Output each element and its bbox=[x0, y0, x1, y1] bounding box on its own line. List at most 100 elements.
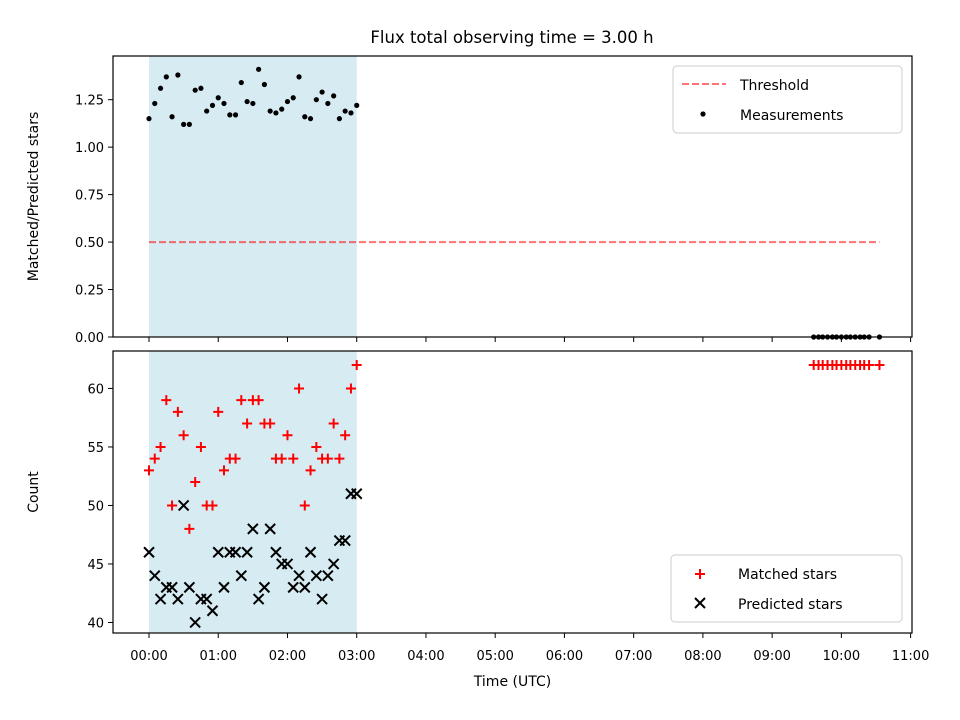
legend: Threshold Measurements bbox=[672, 65, 903, 134]
predicted-star-point bbox=[316, 593, 328, 605]
x-tick-label: 05:00 bbox=[476, 649, 513, 664]
legend-box bbox=[672, 65, 903, 134]
y-tick-label: 0.25 bbox=[75, 284, 104, 299]
matched-star-point bbox=[276, 453, 287, 464]
matched-star-point bbox=[155, 441, 166, 452]
predicted-star-point bbox=[143, 546, 155, 558]
predicted-star-point bbox=[247, 523, 259, 535]
measurement-point bbox=[227, 112, 233, 118]
predicted-star-point bbox=[258, 581, 271, 594]
y-tick-label: 50 bbox=[87, 499, 104, 514]
x-tick-label: 09:00 bbox=[753, 649, 790, 664]
measurement-point bbox=[163, 74, 169, 80]
legend-predicted-swatch bbox=[694, 597, 706, 609]
x-tick-label: 04:00 bbox=[407, 649, 444, 664]
matched-star-point bbox=[236, 395, 247, 406]
matched-star-point bbox=[230, 453, 241, 464]
x-tick-label: 02:00 bbox=[269, 649, 306, 664]
y-tick-label: 1.25 bbox=[75, 94, 104, 109]
measurement-point bbox=[152, 100, 158, 107]
measurement-point bbox=[175, 72, 181, 78]
predicted-star-point bbox=[149, 569, 161, 582]
x-axis-label: Time (UTC) bbox=[473, 674, 551, 690]
matched-star-point bbox=[242, 418, 253, 429]
measurement-point bbox=[319, 89, 325, 95]
measurement-point bbox=[336, 116, 343, 122]
measurement-point bbox=[261, 81, 268, 88]
predicted-star-point bbox=[281, 558, 294, 570]
y-axis-label: Matched/Predicted stars bbox=[26, 112, 42, 282]
measurement-point bbox=[238, 79, 244, 86]
matched-star-point bbox=[299, 500, 310, 511]
matched-star-point bbox=[282, 430, 293, 441]
measurement-point bbox=[169, 114, 175, 120]
measurement-point bbox=[250, 100, 256, 107]
x-tick-label: 11:00 bbox=[892, 649, 929, 664]
measurement-point bbox=[302, 114, 308, 120]
measurement-point bbox=[307, 116, 314, 122]
measurement-point bbox=[192, 87, 198, 93]
measurement-point bbox=[273, 110, 279, 116]
predicted-star-point bbox=[177, 499, 190, 512]
x-tick-label: 07:00 bbox=[615, 649, 652, 664]
predicted-star-point bbox=[154, 593, 167, 605]
matched-star-point bbox=[334, 453, 345, 464]
predicted-star-point bbox=[322, 569, 334, 582]
measurement-point bbox=[186, 121, 192, 127]
matched-star-point bbox=[172, 406, 183, 417]
matched-star-point bbox=[213, 406, 224, 417]
y-axis-label: Count bbox=[26, 471, 42, 513]
matched-star-point bbox=[195, 441, 206, 452]
matched-star-point bbox=[288, 453, 299, 464]
matched-star-point bbox=[328, 418, 339, 429]
matched-star-point bbox=[351, 360, 362, 371]
legend-label-measurements: Measurements bbox=[740, 108, 843, 124]
predicted-star-point bbox=[206, 605, 219, 617]
matched-star-point bbox=[178, 430, 189, 441]
predicted-star-point bbox=[212, 546, 224, 558]
x-tick-label: 08:00 bbox=[684, 649, 721, 664]
measurement-point bbox=[181, 121, 187, 127]
matched-star-point bbox=[874, 360, 885, 371]
matched-star-point bbox=[144, 465, 155, 476]
observing-window-shade bbox=[149, 56, 357, 337]
measurement-point bbox=[198, 85, 204, 91]
x-tick-label: 00:00 bbox=[130, 649, 167, 664]
x-tick-label: 03:00 bbox=[338, 649, 375, 664]
y-tick-label: 45 bbox=[87, 558, 104, 573]
matched-star-point bbox=[167, 500, 178, 511]
predicted-star-point bbox=[166, 581, 178, 594]
predicted-star-point bbox=[304, 546, 317, 558]
bottom-panel-counts: 40 45 50 55 60 00:00 01:00 02:00 03:00 04:00 05:00… bbox=[26, 350, 929, 690]
predicted-star-point bbox=[270, 546, 282, 558]
predicted-star-point bbox=[172, 593, 184, 605]
y-tick-label: 1.00 bbox=[75, 141, 104, 156]
matched-star-point bbox=[311, 441, 322, 452]
legend-matched-swatch bbox=[695, 569, 705, 579]
y-tick-label: 0.75 bbox=[75, 189, 104, 204]
predicted-star-point bbox=[287, 581, 299, 594]
y-tick-label: 55 bbox=[87, 441, 104, 456]
measurement-point bbox=[325, 100, 331, 107]
axes-frame bbox=[112, 350, 913, 634]
predicted-star-point bbox=[264, 523, 276, 535]
measurement-point bbox=[209, 102, 216, 108]
matched-star-point bbox=[305, 465, 316, 476]
matched-star-point bbox=[161, 395, 172, 406]
matched-star-point bbox=[207, 500, 218, 511]
predicted-star-point bbox=[252, 593, 265, 605]
x-tick-label: 01:00 bbox=[200, 649, 237, 664]
legend: Matched stars Predicted stars bbox=[670, 554, 903, 623]
measurement-point bbox=[284, 98, 291, 105]
measurement-point bbox=[279, 106, 285, 112]
matched-star-point bbox=[340, 430, 351, 441]
matched-star-point bbox=[265, 418, 276, 429]
legend-label-predicted: Predicted stars bbox=[738, 597, 843, 613]
measurement-point bbox=[256, 66, 262, 72]
predicted-star-point bbox=[299, 581, 311, 594]
legend-measurement-swatch bbox=[700, 111, 706, 117]
predicted-star-point bbox=[310, 569, 323, 582]
measurement-point bbox=[244, 98, 250, 105]
predicted-star-point bbox=[339, 534, 351, 547]
